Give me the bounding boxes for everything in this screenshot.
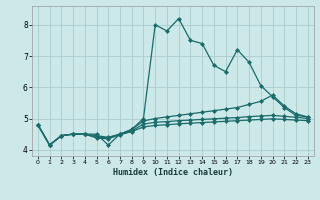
X-axis label: Humidex (Indice chaleur): Humidex (Indice chaleur) [113,168,233,177]
